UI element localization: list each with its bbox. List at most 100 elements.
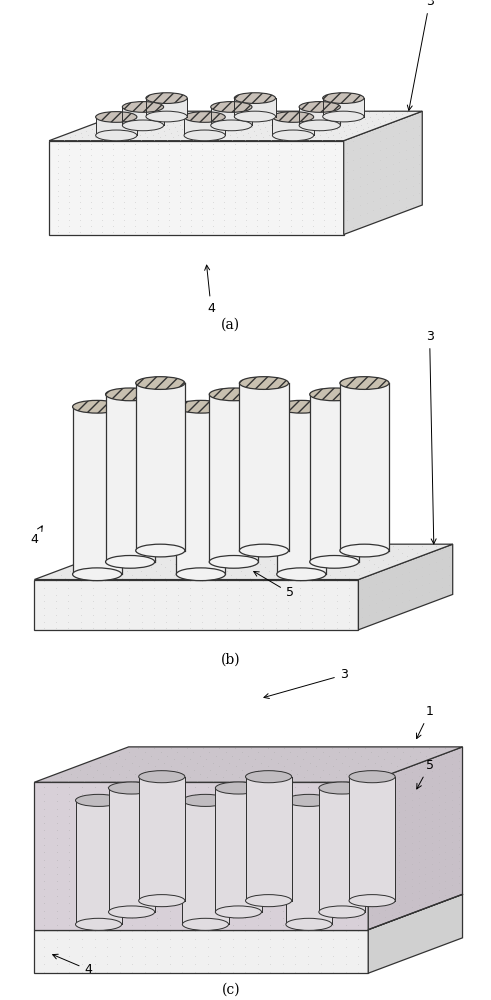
Ellipse shape	[299, 102, 340, 112]
Polygon shape	[286, 800, 332, 924]
Polygon shape	[184, 117, 225, 135]
Ellipse shape	[76, 794, 122, 806]
Ellipse shape	[277, 568, 326, 581]
Ellipse shape	[319, 782, 365, 794]
Text: 3: 3	[408, 0, 434, 110]
Ellipse shape	[109, 906, 155, 918]
Polygon shape	[277, 407, 326, 574]
Polygon shape	[138, 777, 185, 901]
Polygon shape	[182, 800, 228, 924]
Ellipse shape	[136, 544, 185, 557]
Ellipse shape	[340, 544, 389, 557]
Ellipse shape	[184, 130, 225, 141]
Polygon shape	[109, 788, 155, 912]
Ellipse shape	[146, 111, 187, 122]
Polygon shape	[240, 383, 289, 551]
Polygon shape	[216, 788, 262, 912]
Ellipse shape	[349, 771, 395, 783]
Ellipse shape	[216, 906, 262, 918]
Text: 5: 5	[417, 759, 434, 789]
Ellipse shape	[273, 112, 314, 122]
Polygon shape	[340, 383, 389, 551]
Text: 3: 3	[426, 330, 436, 544]
Ellipse shape	[340, 377, 389, 389]
Polygon shape	[34, 544, 453, 580]
Ellipse shape	[277, 400, 326, 413]
Ellipse shape	[182, 794, 228, 806]
Ellipse shape	[246, 895, 292, 907]
Ellipse shape	[182, 918, 228, 930]
Ellipse shape	[209, 555, 258, 568]
Text: 4: 4	[205, 265, 215, 315]
Ellipse shape	[146, 93, 187, 103]
Polygon shape	[319, 788, 365, 912]
Polygon shape	[76, 800, 122, 924]
Ellipse shape	[211, 120, 252, 131]
Ellipse shape	[106, 388, 155, 401]
Ellipse shape	[234, 111, 275, 122]
Polygon shape	[49, 111, 422, 141]
Ellipse shape	[76, 918, 122, 930]
Ellipse shape	[323, 111, 364, 122]
Polygon shape	[310, 394, 359, 562]
Polygon shape	[234, 98, 275, 117]
Polygon shape	[176, 407, 225, 574]
Polygon shape	[34, 580, 358, 630]
Ellipse shape	[122, 120, 164, 131]
Polygon shape	[106, 394, 155, 562]
Text: 1: 1	[416, 705, 434, 739]
Ellipse shape	[106, 555, 155, 568]
Polygon shape	[136, 383, 185, 551]
Text: 4: 4	[30, 526, 42, 546]
Ellipse shape	[73, 568, 122, 581]
Text: 5: 5	[254, 571, 294, 599]
Polygon shape	[211, 107, 252, 125]
Ellipse shape	[96, 130, 137, 141]
Ellipse shape	[73, 400, 122, 413]
Polygon shape	[349, 777, 395, 901]
Polygon shape	[209, 394, 258, 562]
Polygon shape	[49, 141, 344, 234]
Polygon shape	[299, 107, 340, 125]
Ellipse shape	[310, 555, 359, 568]
Ellipse shape	[176, 400, 225, 413]
Text: (b): (b)	[221, 653, 241, 667]
Ellipse shape	[319, 906, 365, 918]
Ellipse shape	[286, 794, 332, 806]
Polygon shape	[146, 98, 187, 117]
Polygon shape	[368, 894, 463, 973]
Ellipse shape	[138, 771, 185, 783]
Ellipse shape	[240, 544, 289, 557]
Text: 3: 3	[264, 668, 348, 698]
Ellipse shape	[176, 568, 225, 581]
Ellipse shape	[184, 112, 225, 122]
Ellipse shape	[323, 93, 364, 103]
Text: 4: 4	[53, 954, 92, 976]
Polygon shape	[344, 111, 422, 234]
Ellipse shape	[209, 388, 258, 401]
Polygon shape	[96, 117, 137, 135]
Text: (c): (c)	[221, 983, 240, 997]
Ellipse shape	[286, 918, 332, 930]
Ellipse shape	[96, 112, 137, 122]
Ellipse shape	[273, 130, 314, 141]
Ellipse shape	[211, 102, 252, 112]
Text: (a): (a)	[221, 318, 240, 332]
Polygon shape	[73, 407, 122, 574]
Polygon shape	[246, 777, 292, 901]
Polygon shape	[273, 117, 314, 135]
Ellipse shape	[122, 102, 164, 112]
Polygon shape	[34, 747, 463, 782]
Polygon shape	[368, 747, 463, 930]
Polygon shape	[323, 98, 364, 117]
Ellipse shape	[138, 895, 185, 907]
Ellipse shape	[216, 782, 262, 794]
Ellipse shape	[109, 782, 155, 794]
Polygon shape	[122, 107, 164, 125]
Polygon shape	[34, 894, 463, 930]
Ellipse shape	[246, 771, 292, 783]
Ellipse shape	[299, 120, 340, 131]
Ellipse shape	[240, 377, 289, 389]
Polygon shape	[358, 544, 453, 630]
Ellipse shape	[234, 93, 275, 103]
